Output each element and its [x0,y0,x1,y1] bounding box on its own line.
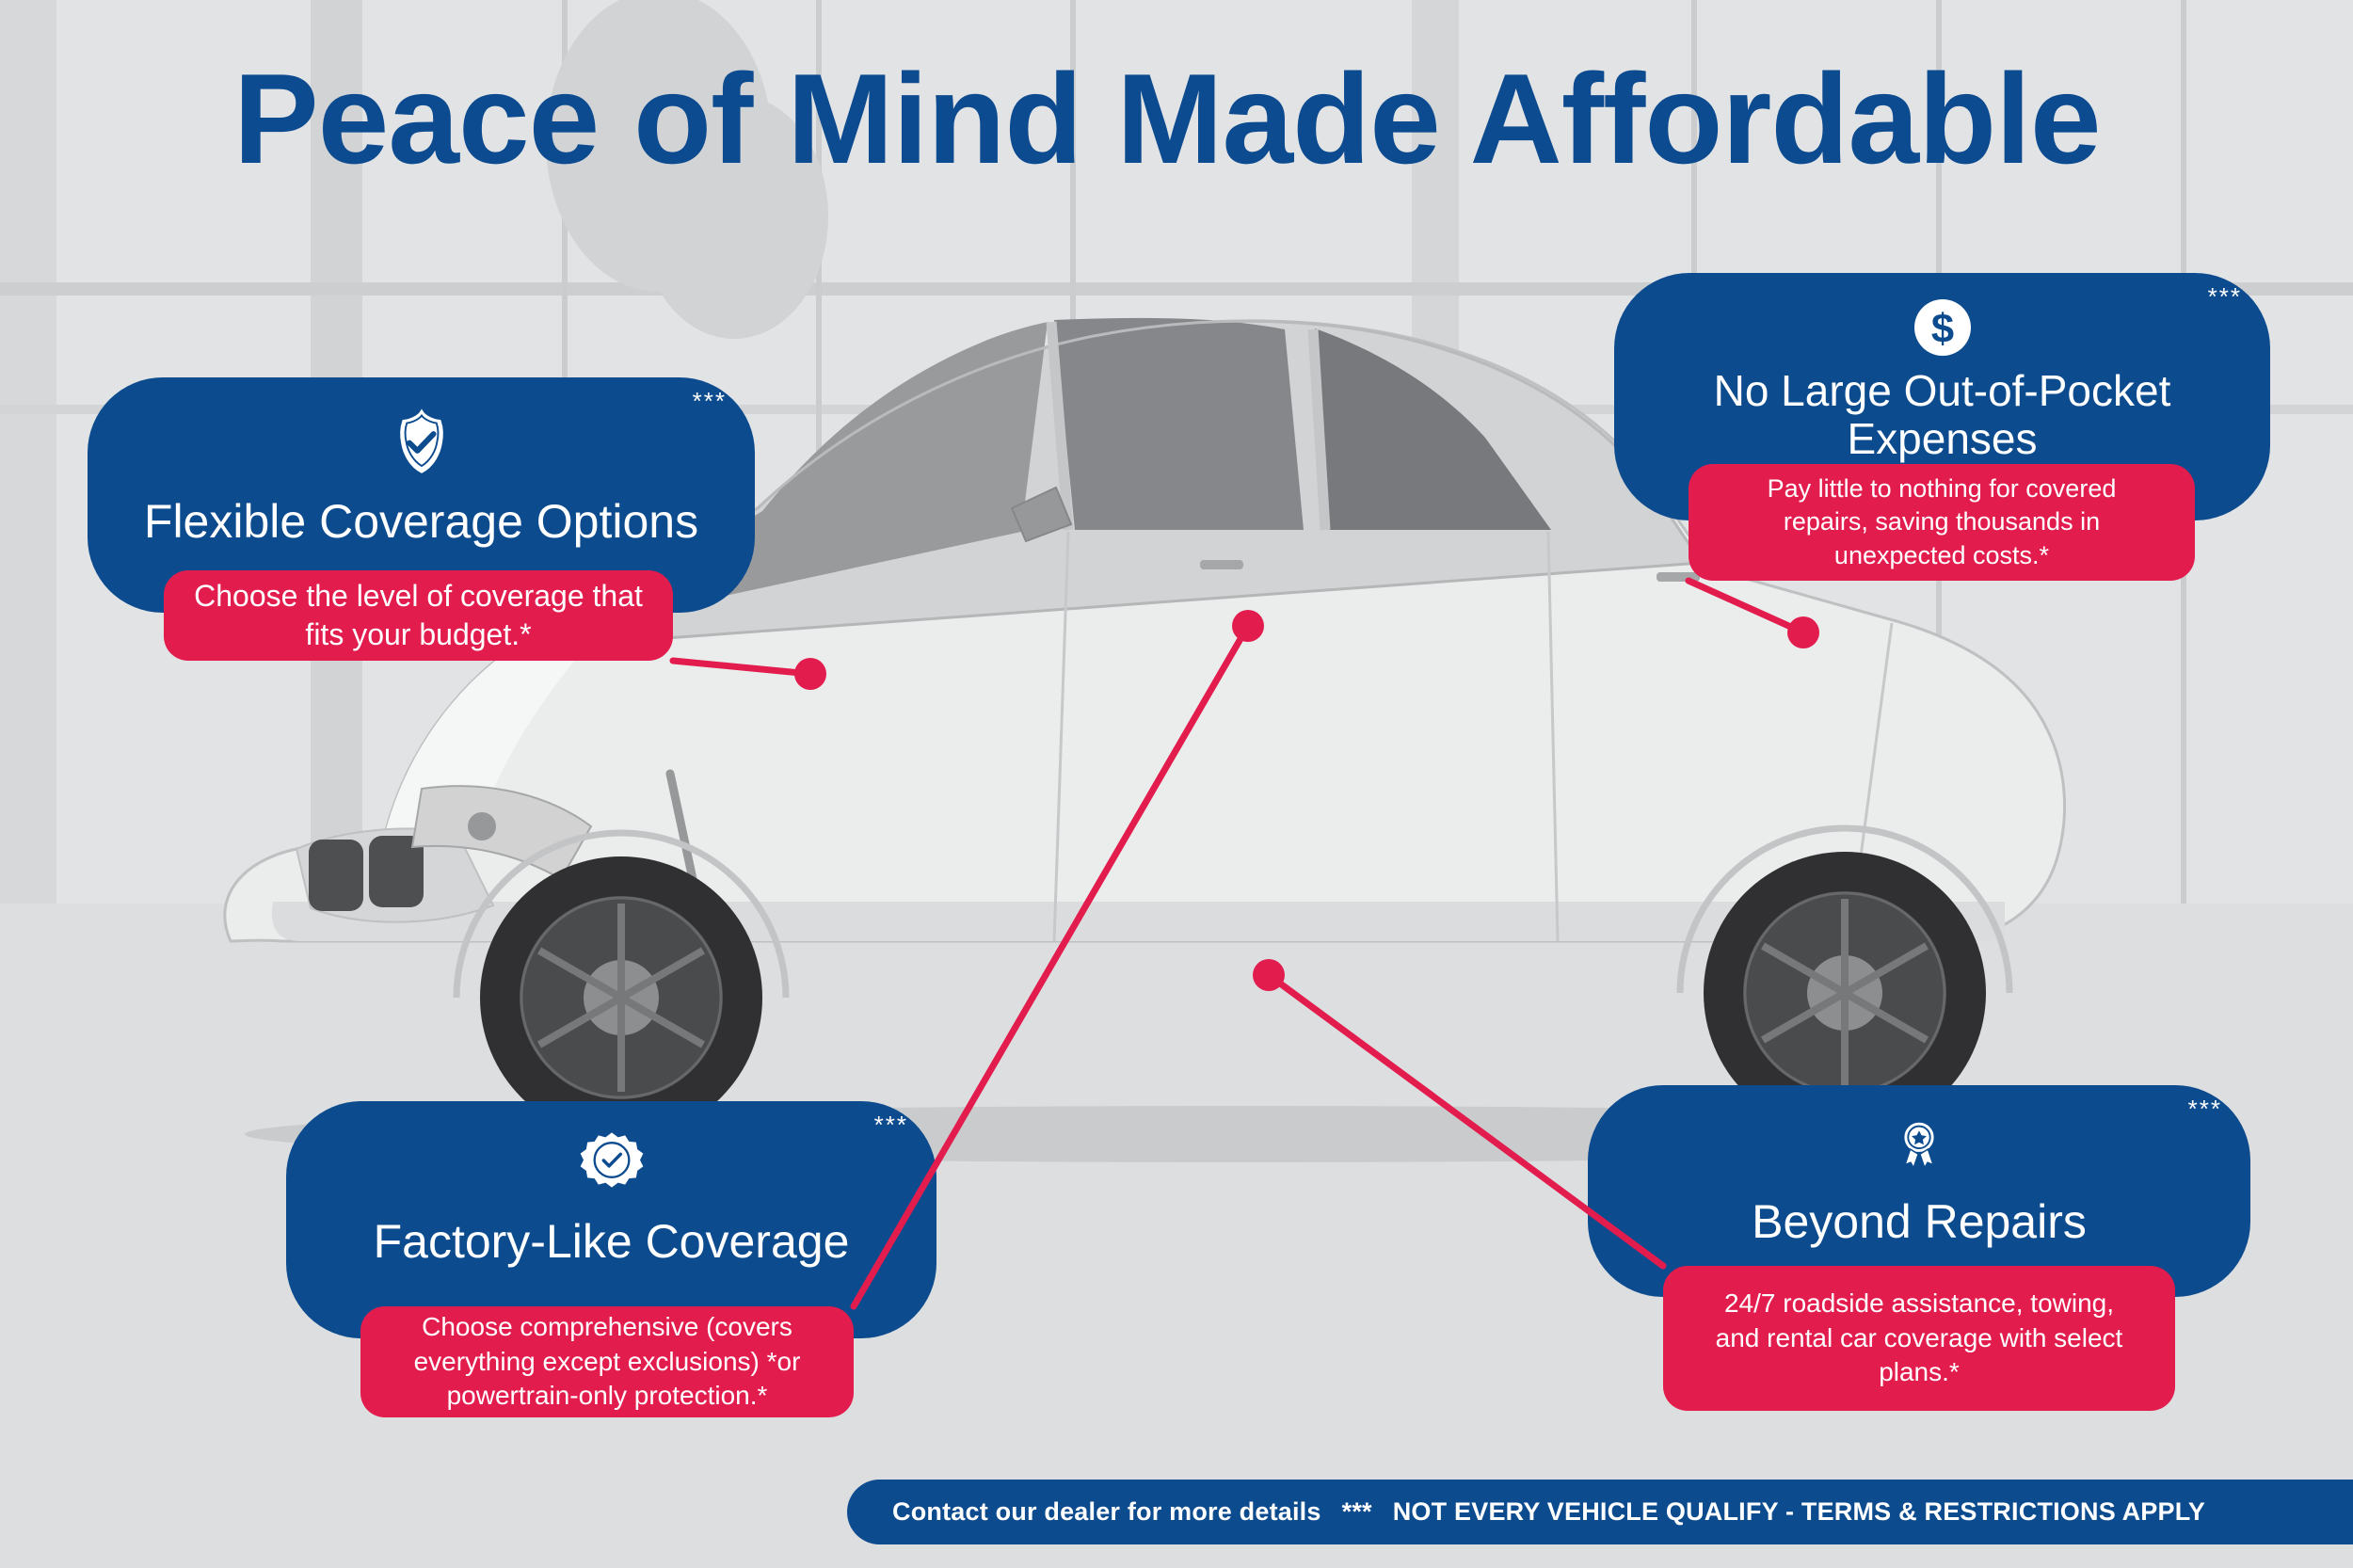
svg-text:$: $ [1930,307,1953,352]
